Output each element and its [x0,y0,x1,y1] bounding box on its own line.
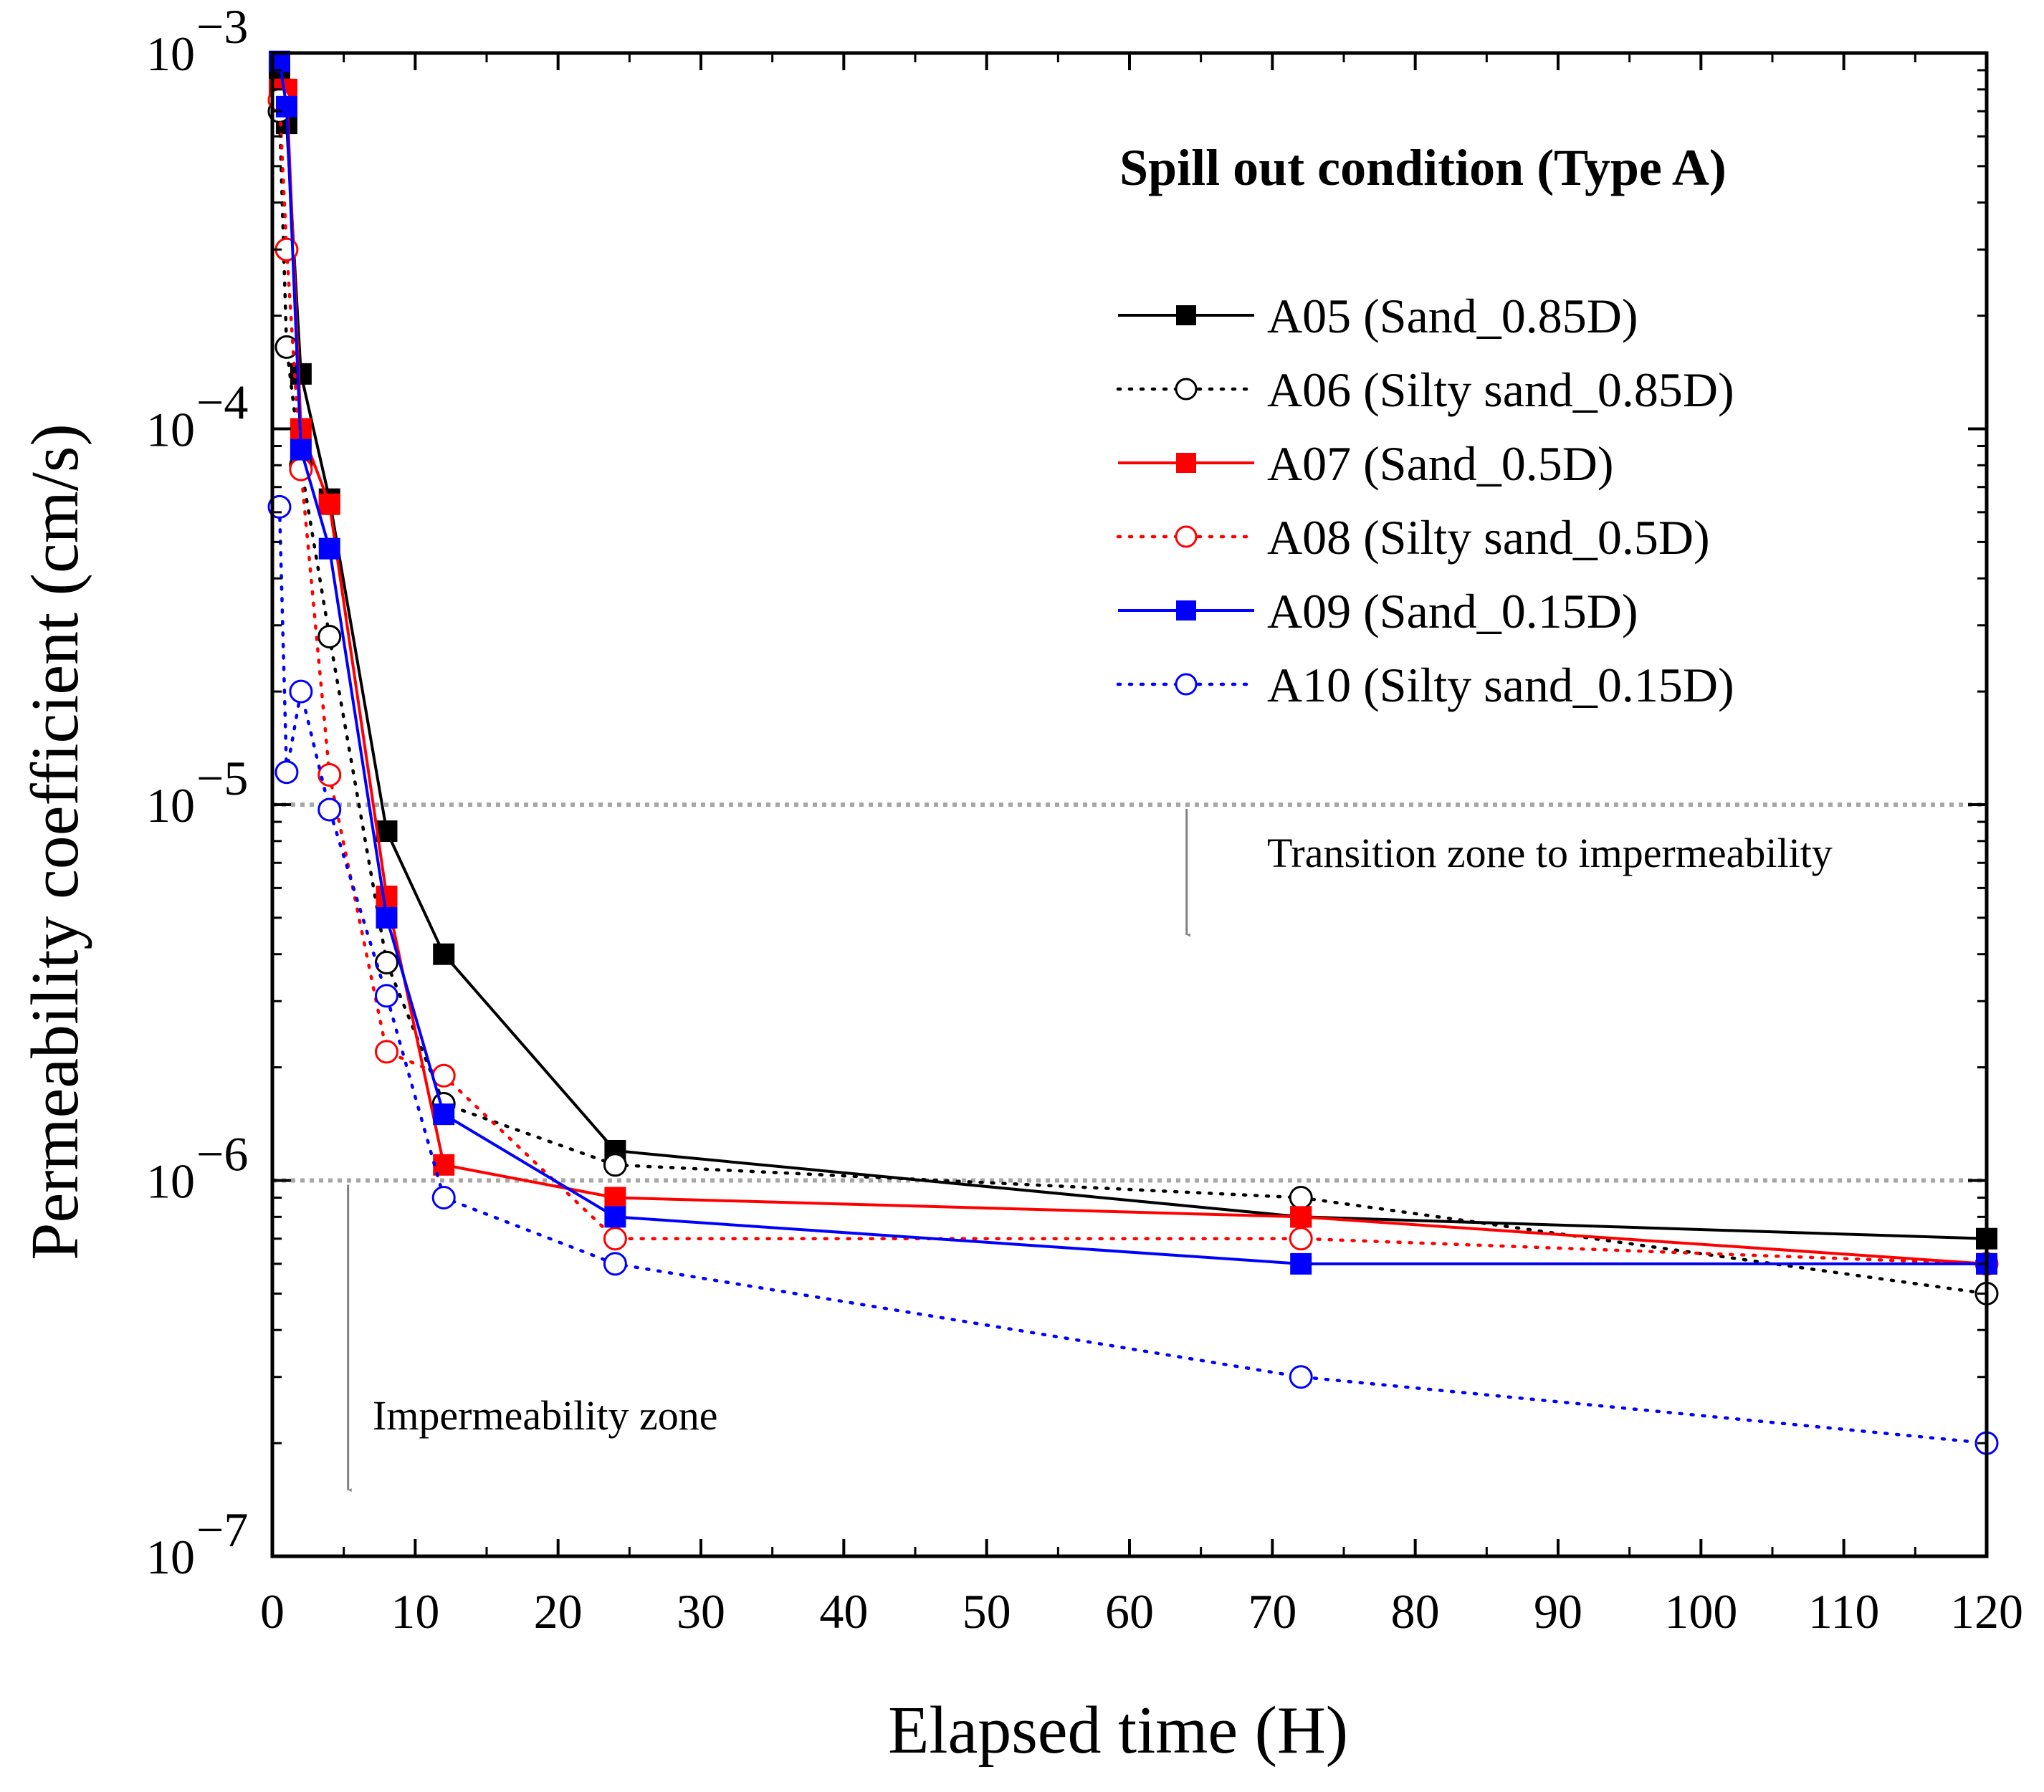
annotations: Transition zone to impermeability Imperme… [347,809,1833,1492]
legend-item-4: A09 (Sand_0.15D) [1118,584,1638,638]
legend-item-2: A07 (Sand_0.5D) [1118,436,1614,491]
legend-label-3: A08 (Silty sand_0.5D) [1267,510,1710,565]
y-tick-exponent-2: −5 [196,751,248,805]
data-point-2-3 [318,493,340,515]
x-tick-label-6: 60 [1105,1584,1154,1639]
series-4 [268,50,1997,1275]
data-point-4-1 [275,95,297,118]
data-point-5-1 [274,760,299,785]
x-tick-label-5: 50 [963,1584,1011,1639]
legend-marker-1 [1175,378,1198,401]
x-tick-label-3: 30 [677,1584,725,1639]
series-5 [267,494,1999,1455]
legend-label-1: A06 (Silty sand_0.85D) [1267,363,1734,417]
legend-label-0: A05 (Sand_0.85D) [1267,289,1638,343]
series-2 [268,78,1997,1275]
data-point-0-5 [433,943,455,965]
x-tick-label-12: 120 [1950,1584,2023,1639]
y-tick-exponent-0: −7 [196,1503,248,1557]
y-tick-base-1: 10 [146,1154,195,1209]
y-tick-exponent-1: −6 [196,1127,248,1182]
legend-marker-3 [1175,525,1198,548]
annotation-impermeability-zone: Impermeability zone [373,1392,718,1439]
series-layer [267,50,1999,1455]
data-point-4-5 [433,1103,455,1126]
x-tick-label-0: 0 [260,1584,285,1639]
x-axis-title: Elapsed time (H) [888,1693,1348,1768]
axes: 0 10 20 30 40 50 60 70 80 90 100 110 12010−710−610−5… [146,0,2023,1639]
data-point-5-5 [431,1185,456,1209]
reference-lines [272,802,1987,1183]
data-point-2-4 [376,886,398,908]
y-tick-base-3: 10 [146,403,195,457]
x-tick-label-8: 80 [1391,1584,1440,1639]
x-tick-label-2: 20 [534,1584,583,1639]
y-tick-label-3: 10 −4 [146,375,248,457]
legend-marker-5 [1175,673,1198,696]
legend-item-5: A10 (Silty sand_0.15D) [1116,658,1734,712]
data-point-1-3 [317,624,342,648]
y-axis-title: Permeability coefficient (cm/s) [18,423,92,1260]
data-point-4-6 [604,1206,626,1228]
data-point-3-6 [603,1227,627,1251]
data-point-2-6 [604,1187,626,1209]
data-point-4-4 [376,906,398,929]
legend-marker-0 [1176,305,1196,325]
data-point-5-4 [374,984,398,1008]
legend-label-5: A10 (Silty sand_0.15D) [1267,658,1734,712]
series-1 [267,99,1999,1305]
data-point-1-7 [1289,1185,1313,1209]
data-point-3-3 [317,762,342,787]
data-point-5-7 [1289,1365,1313,1389]
legend-marker-4 [1176,600,1196,621]
data-point-3-5 [431,1063,456,1088]
x-tick-label-7: 70 [1248,1584,1296,1639]
x-tick-label-1: 10 [391,1584,439,1639]
series-0 [268,59,1997,1250]
legend-title: Spill out condition (Type A) [1119,139,1727,196]
data-point-3-7 [1289,1227,1313,1251]
legend-label-2: A07 (Sand_0.5D) [1267,436,1614,491]
legend-label-4: A09 (Sand_0.15D) [1267,584,1638,638]
data-point-4-3 [318,537,340,560]
data-point-1-6 [603,1153,627,1177]
annotation-transition-zone: Transition zone to impermeability [1267,830,1833,876]
y-tick-base-4: 10 [146,27,195,81]
data-point-5-2 [289,679,313,704]
data-point-2-7 [1290,1206,1312,1228]
data-point-5-6 [603,1252,627,1276]
y-tick-base-2: 10 [146,778,195,833]
legend-item-0: A05 (Sand_0.85D) [1118,289,1638,343]
y-tick-label-2: 10 −5 [146,751,248,833]
data-point-5-3 [317,797,342,822]
series-line-5 [277,505,1989,1445]
series-line-0 [278,70,1987,1240]
data-point-1-4 [374,950,398,974]
legend-item-3: A08 (Silty sand_0.5D) [1116,510,1710,565]
x-tick-label-4: 40 [819,1584,868,1639]
data-point-4-2 [290,439,312,461]
x-tick-label-9: 90 [1534,1584,1582,1639]
y-tick-label-0: 10 −7 [146,1503,248,1584]
x-tick-label-10: 100 [1664,1584,1737,1639]
y-tick-label-1: 10 −6 [146,1127,248,1209]
y-tick-base-0: 10 [146,1530,195,1584]
data-point-4-7 [1290,1252,1312,1275]
legend-item-1: A06 (Silty sand_0.85D) [1116,363,1734,417]
series-3 [267,88,1999,1276]
data-point-3-4 [374,1040,398,1064]
y-tick-exponent-4: −3 [196,0,248,54]
y-tick-label-4: 10 −3 [146,0,248,81]
y-tick-exponent-3: −4 [196,375,248,430]
legend: Spill out condition (Type A) A05 (Sand_0.… [1116,139,1734,712]
x-tick-label-11: 110 [1808,1584,1879,1639]
legend-marker-2 [1176,453,1196,473]
